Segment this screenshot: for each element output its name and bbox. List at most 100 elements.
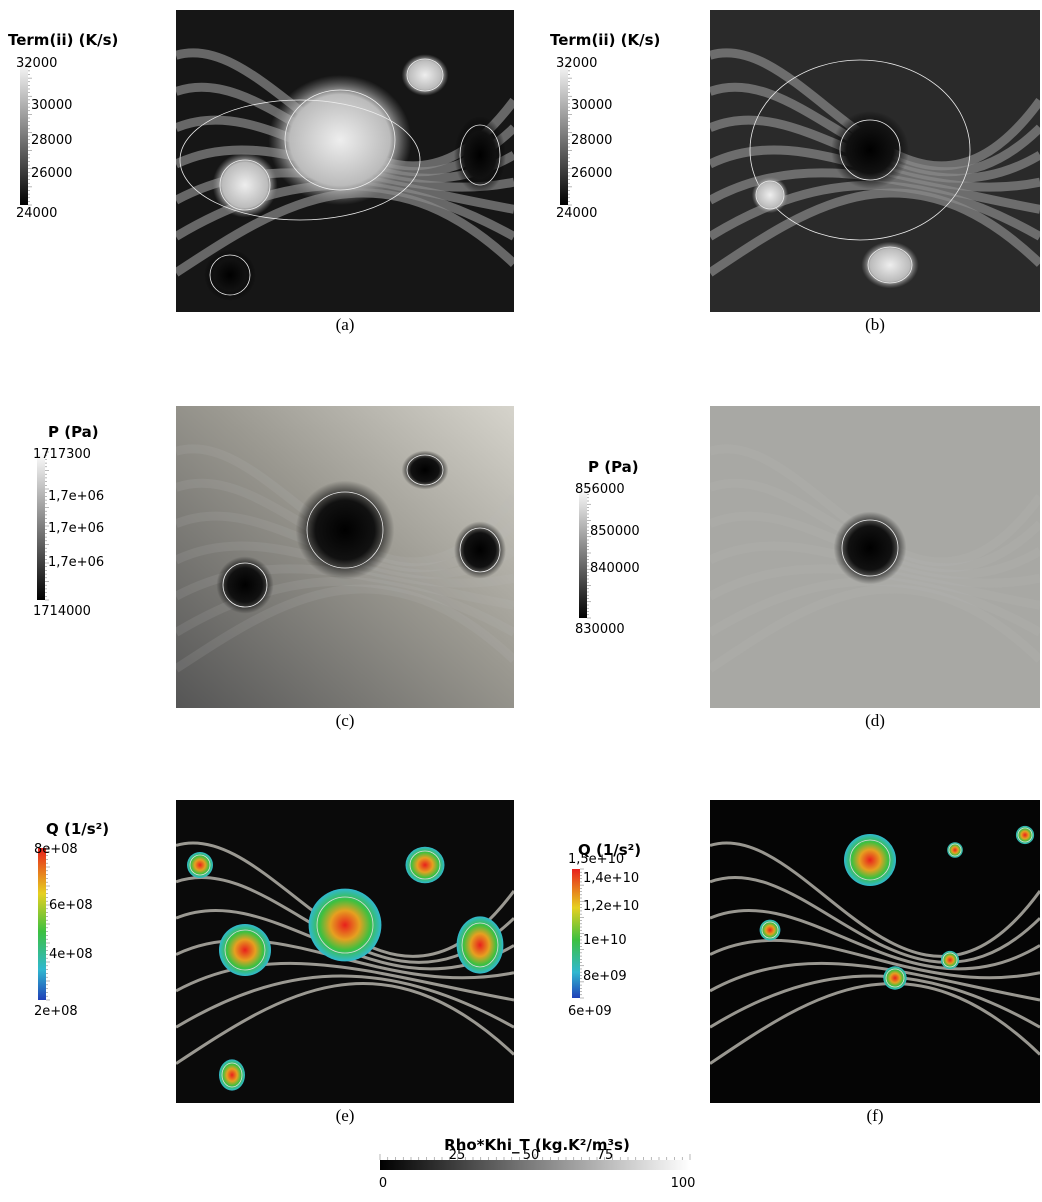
colorbar: [20, 60, 28, 205]
contour: [948, 843, 962, 857]
colorbar-label: 840000: [590, 561, 640, 576]
caption: (a): [336, 315, 355, 334]
colorbar-label: 8e+08: [34, 842, 78, 857]
vortex: [308, 888, 382, 962]
caption: (b): [865, 315, 885, 334]
colorbar: [38, 848, 46, 1000]
contour: [885, 968, 905, 988]
contour: [179, 99, 421, 221]
colorbar: [572, 869, 580, 998]
contour: [755, 180, 785, 210]
colorbar-title: P (Pa): [48, 423, 99, 441]
vortex: [456, 916, 504, 974]
colorbar-label: 25: [449, 1148, 466, 1163]
vortex: [216, 556, 274, 614]
streak: [710, 841, 1040, 958]
contour: [942, 952, 958, 968]
streak: [710, 908, 1040, 971]
panel-image: [710, 10, 1040, 312]
vortex: [268, 75, 412, 205]
streak: [710, 974, 1040, 1029]
field-features: [710, 444, 1040, 673]
panel-image: [176, 406, 514, 708]
streak: [176, 576, 514, 637]
vortex: [759, 919, 781, 941]
colorbar: [560, 60, 568, 205]
panel-image: [710, 406, 1040, 708]
streak: [710, 584, 1040, 673]
contour: [867, 246, 913, 284]
vortex: [751, 176, 789, 214]
contour: [406, 58, 444, 92]
panel-image: [710, 800, 1040, 1103]
vortex: [295, 480, 395, 580]
vortex: [212, 152, 278, 218]
streak: [710, 961, 1040, 1002]
field-features: [710, 48, 1040, 289]
colorbar: [37, 452, 45, 600]
colorbar-label: 1,7e+06: [48, 555, 104, 570]
colorbar-title: Term(ii) (K/s): [550, 31, 660, 49]
panel-image: [176, 10, 514, 312]
vortex: [454, 116, 506, 194]
vortex: [204, 249, 256, 301]
contour: [839, 119, 901, 181]
colorbar-label: 50: [523, 1148, 540, 1163]
contour: [306, 491, 384, 569]
colorbar-label: 24000: [556, 206, 597, 221]
vortex: [844, 834, 896, 886]
colorbar-label: 28000: [571, 133, 612, 148]
colorbar-label: 32000: [556, 56, 597, 71]
caption: (f): [867, 1106, 884, 1125]
colorbar: [579, 488, 587, 618]
colorbar-label: 1,4e+10: [583, 871, 639, 886]
field-features: [710, 825, 1040, 1065]
contour: [406, 454, 444, 486]
contour: [409, 850, 441, 880]
colorbar-label: 26000: [31, 166, 72, 181]
vortex: [405, 846, 445, 884]
colorbar-label: 100: [671, 1176, 696, 1191]
contour: [219, 159, 271, 211]
vortex: [401, 450, 449, 490]
contour: [189, 854, 211, 876]
contour: [221, 1062, 243, 1088]
caption: (c): [336, 711, 355, 730]
contour: [849, 839, 891, 881]
colorbar-label: 28000: [31, 133, 72, 148]
contour: [841, 519, 899, 577]
contour: [209, 254, 251, 296]
colorbar-title: Term(ii) (K/s): [8, 31, 118, 49]
colorbar-label: 30000: [571, 98, 612, 113]
colorbar-label: 75: [597, 1148, 614, 1163]
colorbar-label: 850000: [590, 524, 640, 539]
colorbar-title: Q (1/s²): [46, 820, 109, 838]
field-features: [176, 841, 514, 1091]
colorbar-label: 2e+08: [34, 1004, 78, 1019]
colorbar-label: 24000: [16, 206, 57, 221]
vortex: [219, 924, 271, 976]
colorbar-label: 830000: [575, 622, 625, 637]
streak: [176, 961, 514, 1002]
vortex: [947, 842, 963, 858]
vortex: [940, 950, 960, 970]
colorbar-label: 6e+08: [49, 898, 93, 913]
contour: [461, 922, 499, 968]
vortex: [833, 511, 907, 585]
field-features: [176, 444, 514, 673]
vortex: [401, 54, 449, 96]
contour: [224, 929, 266, 971]
colorbar-label: 30000: [31, 98, 72, 113]
vortex: [831, 111, 909, 189]
colorbar-label: 1e+10: [583, 933, 627, 948]
contour: [761, 921, 779, 939]
colorbar-label: 26000: [571, 166, 612, 181]
contour: [222, 562, 268, 608]
contour: [1017, 827, 1033, 843]
streak: [710, 875, 1040, 964]
streak: [710, 188, 1040, 277]
vortex: [219, 1059, 245, 1091]
vortex: [187, 852, 213, 878]
colorbar-label: 6e+09: [568, 1004, 612, 1019]
